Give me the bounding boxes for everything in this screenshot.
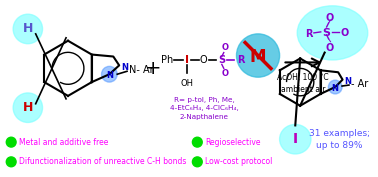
Text: I: I bbox=[293, 132, 298, 146]
Circle shape bbox=[192, 137, 202, 147]
Ellipse shape bbox=[297, 6, 368, 60]
Text: Ph: Ph bbox=[161, 55, 173, 65]
Text: R: R bbox=[237, 55, 245, 65]
Text: O: O bbox=[340, 28, 349, 38]
Circle shape bbox=[328, 80, 342, 94]
Text: N: N bbox=[332, 84, 339, 93]
Text: O: O bbox=[325, 43, 334, 53]
Text: AcOH, 100 °C
ambient air: AcOH, 100 °C ambient air bbox=[277, 73, 329, 94]
Text: I: I bbox=[184, 55, 189, 65]
Text: H: H bbox=[23, 101, 33, 114]
Text: +: + bbox=[145, 59, 161, 78]
Ellipse shape bbox=[280, 124, 311, 154]
Circle shape bbox=[6, 137, 16, 147]
Circle shape bbox=[237, 34, 280, 77]
Text: Metal and additive free: Metal and additive free bbox=[19, 138, 108, 147]
Text: Low-cost protocol: Low-cost protocol bbox=[205, 157, 273, 166]
Circle shape bbox=[102, 66, 117, 82]
Text: OH: OH bbox=[180, 79, 193, 88]
Text: N: N bbox=[121, 63, 128, 72]
Text: S: S bbox=[323, 28, 331, 38]
Text: O: O bbox=[199, 55, 207, 65]
Text: O: O bbox=[221, 43, 228, 52]
Text: O: O bbox=[325, 13, 334, 23]
Ellipse shape bbox=[13, 93, 43, 122]
Text: R= p-tol, Ph, Me,
4-EtC₆H₄, 4-ClC₆H₄,
2-Napthalene: R= p-tol, Ph, Me, 4-EtC₆H₄, 4-ClC₆H₄, 2-… bbox=[170, 97, 239, 120]
Text: - Ar: - Ar bbox=[351, 79, 368, 89]
FancyArrowPatch shape bbox=[285, 59, 319, 66]
Circle shape bbox=[192, 157, 202, 167]
Text: N- Ar: N- Ar bbox=[129, 65, 153, 75]
Ellipse shape bbox=[13, 14, 43, 44]
Text: N: N bbox=[106, 71, 113, 80]
Text: Difunctionalization of unreactive C-H bonds: Difunctionalization of unreactive C-H bo… bbox=[19, 157, 186, 166]
Text: Regioselective: Regioselective bbox=[205, 138, 261, 147]
Text: N: N bbox=[344, 77, 352, 86]
Text: O: O bbox=[221, 69, 228, 78]
Text: 31 examples;
up to 89%: 31 examples; up to 89% bbox=[309, 129, 370, 150]
Circle shape bbox=[6, 157, 16, 167]
Text: S: S bbox=[218, 55, 225, 65]
Text: M: M bbox=[250, 48, 266, 67]
Text: R: R bbox=[305, 29, 313, 39]
Text: H: H bbox=[23, 22, 33, 35]
